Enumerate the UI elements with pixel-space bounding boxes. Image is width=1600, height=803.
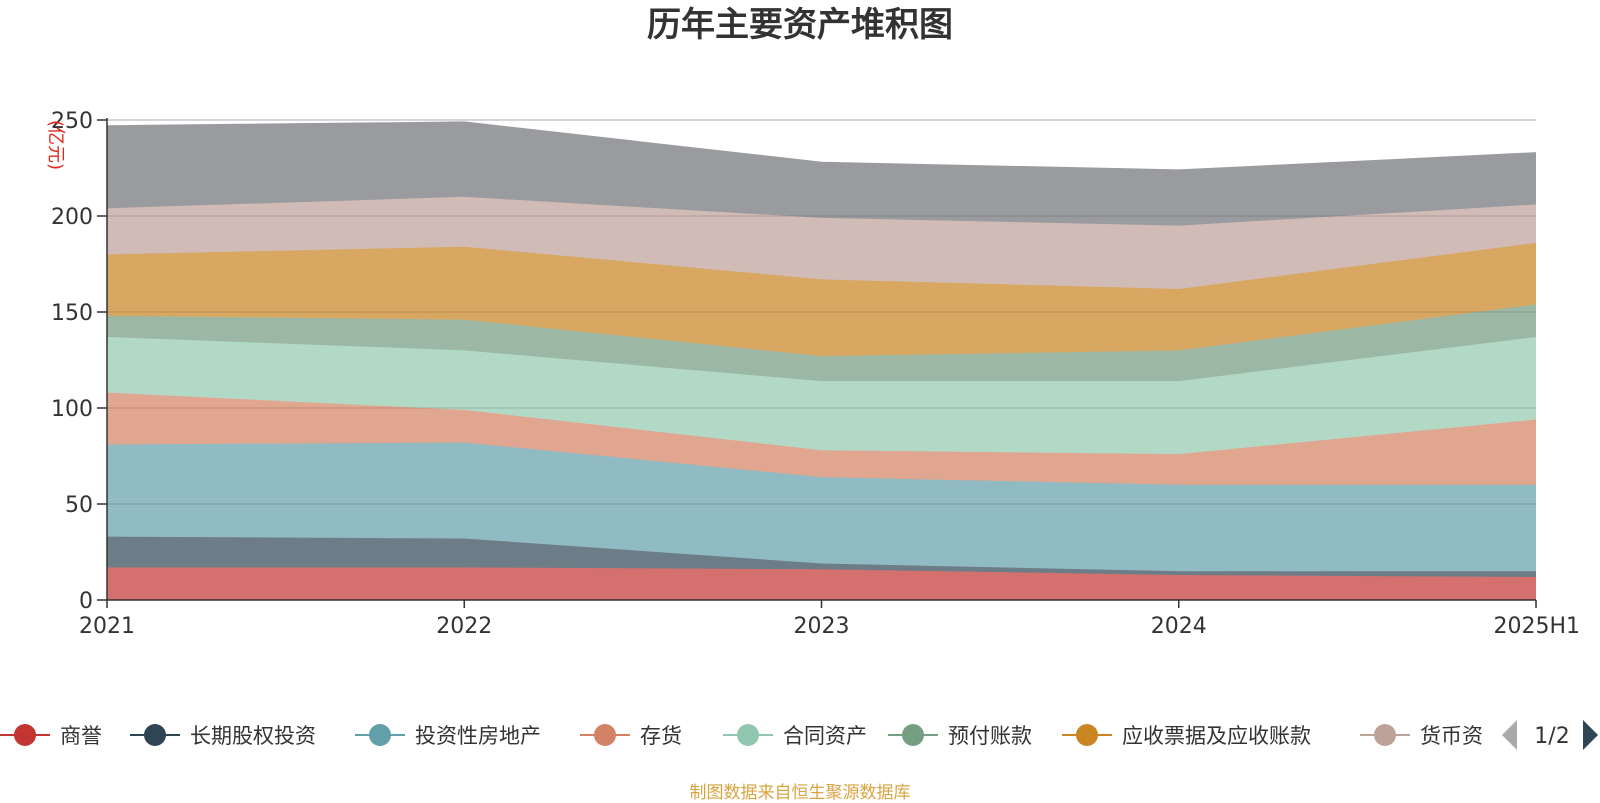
legend-item[interactable]: 长期股权投资 (130, 724, 316, 748)
y-tick-label: 0 (79, 589, 93, 614)
x-tick-label: 2023 (794, 614, 850, 639)
x-tick-label: 2024 (1151, 614, 1207, 639)
legend-label: 预付账款 (948, 724, 1032, 748)
area-4 (107, 336, 1536, 455)
area-3 (107, 392, 1536, 485)
area-5 (107, 304, 1536, 382)
legend-label: 合同资产 (783, 724, 867, 748)
legend-swatch-dot (1076, 724, 1098, 746)
legend-label: 投资性房地产 (415, 724, 541, 748)
legend-prev-icon[interactable] (1502, 720, 1517, 750)
chart-title: 历年主要资产堆积图 (647, 5, 953, 45)
axes: 0 50 100 150 200 250 2021 2022 2023 2024 2025H1 (亿元… (45, 109, 1580, 639)
grid-lines (107, 119, 1536, 505)
legend-swatch-dot (1374, 724, 1396, 746)
area-series (106, 121, 1537, 600)
legend-next-icon[interactable] (1583, 720, 1598, 750)
x-tick-label: 2021 (79, 614, 135, 639)
x-tick-label: 2022 (436, 614, 492, 639)
legend-item[interactable]: 商誉 (0, 724, 102, 748)
y-tick-label: 200 (51, 205, 93, 230)
y-axis-unit-label: (亿元) (45, 120, 66, 170)
y-tick-label: 250 (51, 109, 93, 134)
legend-label: 存货 (640, 724, 682, 748)
data-source-note: 制图数据来自恒生聚源数据库 (689, 783, 911, 803)
area-1 (107, 536, 1536, 577)
legend-swatch-dot (902, 724, 924, 746)
area-edge-8 (106, 121, 1537, 171)
legend-label: 应收票据及应收账款 (1122, 724, 1311, 748)
legend-swatch-dot (14, 724, 36, 746)
area-7 (107, 196, 1536, 289)
legend-label: 长期股权投资 (190, 724, 316, 748)
legend-item[interactable]: 预付账款 (888, 724, 1032, 748)
y-tick-label: 100 (51, 397, 93, 422)
legend-item[interactable]: 合同资产 (723, 724, 867, 748)
legend-item[interactable]: 应收票据及应收账款 (1062, 724, 1311, 748)
area-8 (107, 121, 1536, 226)
x-tick-label: 2025H1 (1493, 614, 1580, 639)
y-tick-label: 50 (65, 493, 93, 518)
y-tick-label: 150 (51, 301, 93, 326)
legend[interactable]: 商誉 长期股权投资 投资性房地产 存货 合同资产 预付账款 应收票据及应收账款 货币资 1/2 (0, 700, 1600, 770)
legend-swatch-dot (594, 724, 616, 746)
legend-swatch-dot (144, 724, 166, 746)
area-6 (107, 242, 1536, 357)
legend-swatch-dot (737, 724, 759, 746)
legend-page-indicator: 1/2 (1534, 724, 1569, 749)
legend-swatch-dot (369, 724, 391, 746)
area-2 (107, 442, 1536, 572)
legend-item[interactable]: 货币资 (1360, 724, 1483, 748)
legend-item[interactable]: 存货 (580, 724, 682, 748)
legend-label: 商誉 (60, 724, 102, 748)
legend-label: 货币资 (1420, 724, 1483, 748)
legend-item[interactable]: 投资性房地产 (355, 724, 541, 748)
